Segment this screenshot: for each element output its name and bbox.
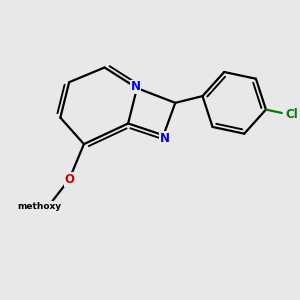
Text: methoxy: methoxy bbox=[18, 202, 62, 211]
Text: N: N bbox=[130, 80, 140, 93]
Text: O: O bbox=[64, 173, 74, 186]
Text: N: N bbox=[160, 132, 170, 145]
Text: Cl: Cl bbox=[286, 108, 298, 121]
